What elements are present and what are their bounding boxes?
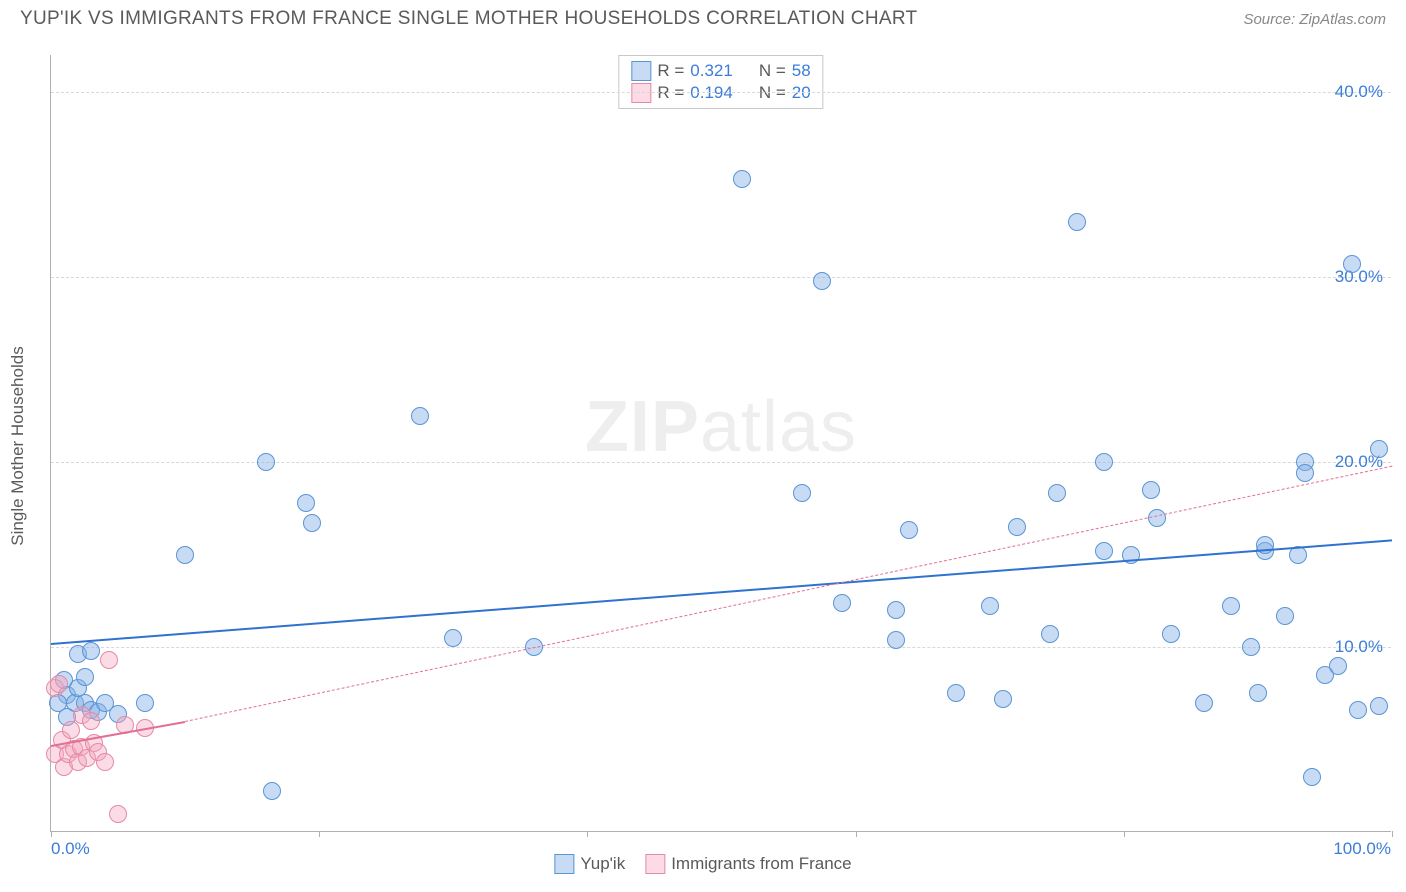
- data-point: [1303, 768, 1321, 786]
- data-point: [82, 642, 100, 660]
- legend-swatch: [631, 61, 651, 81]
- data-point: [981, 597, 999, 615]
- legend-r-label: R =: [657, 61, 684, 81]
- y-tick-label: 10.0%: [1335, 637, 1383, 657]
- legend-n-label: N =: [759, 61, 786, 81]
- gridline: [51, 277, 1391, 278]
- data-point: [1242, 638, 1260, 656]
- data-point: [1343, 255, 1361, 273]
- data-point: [1048, 484, 1066, 502]
- data-point: [1095, 542, 1113, 560]
- data-point: [813, 272, 831, 290]
- data-point: [257, 453, 275, 471]
- data-point: [1008, 518, 1026, 536]
- legend-r-value: 0.194: [690, 83, 733, 103]
- legend-n-value: 58: [792, 61, 811, 81]
- data-point: [887, 631, 905, 649]
- chart-title: YUP'IK VS IMMIGRANTS FROM FRANCE SINGLE …: [20, 8, 917, 30]
- data-point: [1095, 453, 1113, 471]
- series-legend-item: Yup'ik: [554, 854, 625, 874]
- legend-swatch: [631, 83, 651, 103]
- data-point: [76, 668, 94, 686]
- data-point: [1329, 657, 1347, 675]
- data-point: [994, 690, 1012, 708]
- trend-line: [185, 466, 1392, 722]
- data-point: [100, 651, 118, 669]
- data-point: [109, 805, 127, 823]
- legend-r-value: 0.321: [690, 61, 733, 81]
- legend-series-label: Immigrants from France: [671, 854, 851, 874]
- data-point: [900, 521, 918, 539]
- data-point: [1296, 464, 1314, 482]
- legend-series-label: Yup'ik: [580, 854, 625, 874]
- series-legend: Yup'ik Immigrants from France: [554, 854, 851, 874]
- x-tick: [856, 831, 857, 837]
- gridline: [51, 647, 1391, 648]
- data-point: [1041, 625, 1059, 643]
- x-tick: [319, 831, 320, 837]
- correlation-legend: R = 0.321 N = 58 R = 0.194 N = 20: [618, 55, 823, 109]
- series-legend-item: Immigrants from France: [645, 854, 851, 874]
- data-point: [1370, 697, 1388, 715]
- y-axis-label: Single Mother Households: [8, 346, 28, 545]
- data-point: [444, 629, 462, 647]
- data-point: [411, 407, 429, 425]
- x-tick: [587, 831, 588, 837]
- data-point: [1349, 701, 1367, 719]
- data-point: [303, 514, 321, 532]
- data-point: [793, 484, 811, 502]
- watermark: ZIPatlas: [585, 386, 857, 468]
- correlation-legend-row: R = 0.321 N = 58: [631, 60, 810, 82]
- y-tick-label: 30.0%: [1335, 267, 1383, 287]
- data-point: [263, 782, 281, 800]
- data-point: [1195, 694, 1213, 712]
- chart-plot-area: ZIPatlas R = 0.321N = 58R = 0.194N = 20 …: [50, 55, 1391, 832]
- data-point: [1249, 684, 1267, 702]
- data-point: [136, 694, 154, 712]
- data-point: [1370, 440, 1388, 458]
- data-point: [297, 494, 315, 512]
- x-tick-label: 100.0%: [1333, 839, 1391, 859]
- data-point: [1276, 607, 1294, 625]
- chart-source: Source: ZipAtlas.com: [1243, 11, 1386, 28]
- x-tick: [1392, 831, 1393, 837]
- legend-n-label: N =: [759, 83, 786, 103]
- data-point: [82, 712, 100, 730]
- legend-swatch: [554, 854, 574, 874]
- data-point: [1162, 625, 1180, 643]
- x-tick: [1124, 831, 1125, 837]
- data-point: [733, 170, 751, 188]
- data-point: [887, 601, 905, 619]
- data-point: [50, 675, 68, 693]
- data-point: [62, 721, 80, 739]
- data-point: [1222, 597, 1240, 615]
- data-point: [833, 594, 851, 612]
- data-point: [1068, 213, 1086, 231]
- legend-n-value: 20: [792, 83, 811, 103]
- correlation-legend-row: R = 0.194 N = 20: [631, 82, 810, 104]
- data-point: [947, 684, 965, 702]
- chart-header: YUP'IK VS IMMIGRANTS FROM FRANCE SINGLE …: [0, 0, 1406, 34]
- legend-swatch: [645, 854, 665, 874]
- gridline: [51, 92, 1391, 93]
- data-point: [1142, 481, 1160, 499]
- x-tick-label: 0.0%: [51, 839, 90, 859]
- gridline: [51, 462, 1391, 463]
- trend-line: [51, 540, 1392, 646]
- data-point: [96, 753, 114, 771]
- data-point: [176, 546, 194, 564]
- y-tick-label: 40.0%: [1335, 82, 1383, 102]
- x-tick: [51, 831, 52, 837]
- legend-r-label: R =: [657, 83, 684, 103]
